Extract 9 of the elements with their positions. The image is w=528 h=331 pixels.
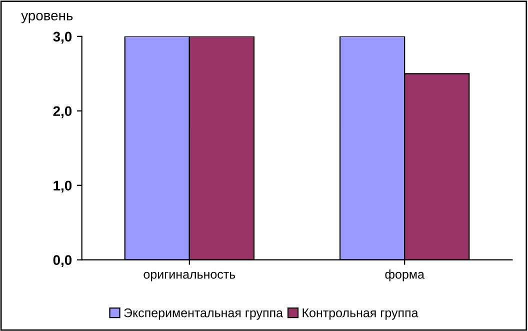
x-tick-label: форма bbox=[385, 270, 424, 282]
y-axis-title: уровень bbox=[21, 12, 73, 24]
legend-label: Контрольная группа bbox=[302, 308, 418, 320]
legend-label: Экспериментальная группа bbox=[124, 308, 284, 320]
y-tick-label: 1,0 bbox=[54, 180, 72, 193]
y-tick-label: 3,0 bbox=[53, 32, 72, 44]
y-tick-label: 2,0 bbox=[53, 106, 72, 118]
y-tick-label: 0,0 bbox=[53, 255, 72, 268]
x-tick-label: оригинальность bbox=[144, 272, 236, 282]
